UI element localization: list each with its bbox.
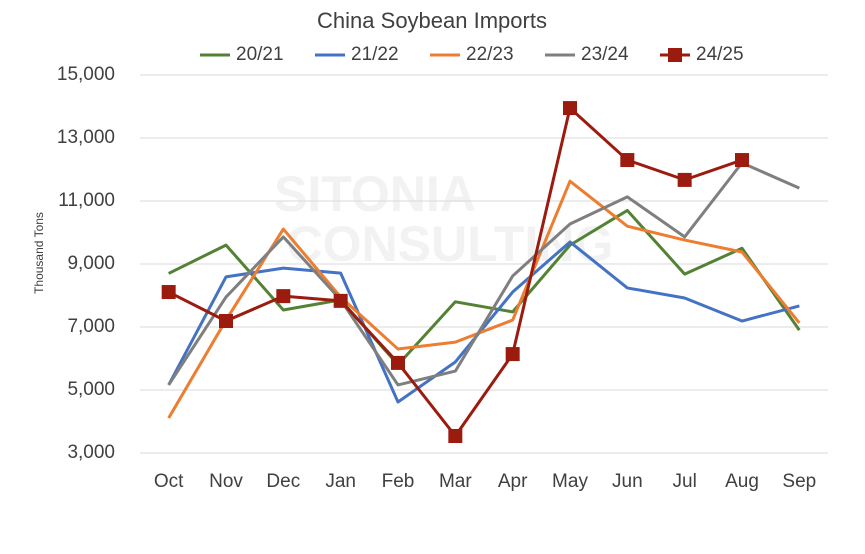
x-tick-label: Jan xyxy=(325,471,356,492)
y-tick-label: 15,000 xyxy=(57,64,115,85)
series-line xyxy=(167,179,801,419)
x-tick-label: Oct xyxy=(154,471,184,492)
point-marker xyxy=(620,153,635,168)
point-marker xyxy=(505,347,520,362)
legend-label: 24/25 xyxy=(696,44,744,65)
series-line xyxy=(167,161,800,387)
y-tick-label: 11,000 xyxy=(58,190,115,211)
series-line xyxy=(167,240,800,404)
y-tick-label: 5,000 xyxy=(67,379,115,400)
chart-title: China Soybean Imports xyxy=(317,8,547,33)
legend-label: 22/23 xyxy=(466,44,514,65)
x-tick-label: Mar xyxy=(439,471,472,492)
y-tick-label: 9,000 xyxy=(67,253,115,274)
y-tick-label: 7,000 xyxy=(67,316,115,337)
x-tick-label: Apr xyxy=(498,471,528,492)
legend-label: 20/21 xyxy=(236,44,284,65)
point-marker xyxy=(735,153,749,168)
point-marker xyxy=(677,172,692,187)
point-marker xyxy=(391,355,405,370)
watermark: SITONIA xyxy=(274,166,476,222)
watermark: CONSULTING xyxy=(287,216,614,272)
point-marker xyxy=(448,428,463,443)
point-marker xyxy=(563,101,577,116)
y-tick-label: 3,000 xyxy=(67,442,115,463)
x-tick-label: Jun xyxy=(612,471,643,492)
point-marker xyxy=(276,289,291,304)
point-marker xyxy=(219,314,233,329)
point-marker xyxy=(161,285,176,300)
x-tick-label: Aug xyxy=(725,471,759,492)
x-tick-label: Dec xyxy=(266,471,300,492)
x-tick-label: Sep xyxy=(782,471,816,492)
legend-swatch xyxy=(668,48,682,62)
x-tick-label: Feb xyxy=(382,471,415,492)
x-tick-label: Jul xyxy=(673,471,697,492)
y-tick-label: 13,000 xyxy=(57,127,115,148)
legend-label: 23/24 xyxy=(581,44,629,65)
x-tick-label: May xyxy=(552,471,588,492)
point-marker xyxy=(333,293,348,308)
legend-label: 21/22 xyxy=(351,44,399,65)
x-tick-label: Nov xyxy=(209,471,243,492)
y-axis-label: Thousand Tons xyxy=(32,212,46,294)
